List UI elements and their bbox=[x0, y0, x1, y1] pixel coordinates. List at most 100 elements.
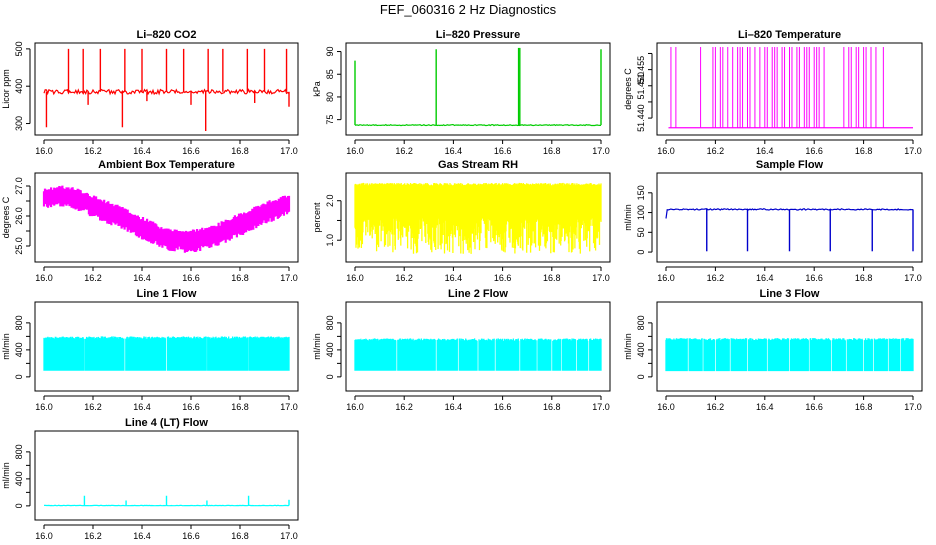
x-tick-label: 17.0 bbox=[280, 273, 298, 283]
y-tick-label: 400 bbox=[636, 342, 646, 357]
x-tick-label: 17.0 bbox=[280, 146, 298, 156]
y-axis-label: kPa bbox=[312, 81, 322, 97]
page-title: FEF_060316 2 Hz Diagnostics bbox=[380, 2, 557, 17]
y-tick-label: 500 bbox=[14, 41, 24, 56]
chart-title: Line 3 Flow bbox=[760, 288, 820, 300]
y-tick-label: 2.0 bbox=[325, 194, 335, 207]
y-tick-label: 800 bbox=[14, 444, 24, 459]
x-tick-label: 16.2 bbox=[395, 146, 413, 156]
x-tick-label: 16.6 bbox=[805, 402, 823, 412]
x-tick-label: 16.4 bbox=[445, 273, 463, 283]
x-tick-label: 16.2 bbox=[395, 273, 413, 283]
x-tick-label: 16.6 bbox=[805, 146, 823, 156]
data-band bbox=[355, 338, 601, 370]
x-tick-label: 16.2 bbox=[84, 531, 102, 540]
x-tick-label: 16.0 bbox=[35, 402, 53, 412]
data-band bbox=[44, 336, 289, 370]
x-tick-label: 16.4 bbox=[756, 402, 774, 412]
x-tick-label: 16.8 bbox=[231, 531, 249, 540]
data-band bbox=[666, 338, 913, 371]
y-tick-label: 26.0 bbox=[14, 207, 24, 225]
x-tick-label: 16.0 bbox=[346, 402, 364, 412]
x-tick-label: 16.6 bbox=[494, 146, 512, 156]
x-tick-label: 16.2 bbox=[707, 146, 725, 156]
x-tick-label: 16.2 bbox=[84, 146, 102, 156]
data-series bbox=[666, 338, 913, 371]
data-line bbox=[355, 125, 601, 126]
x-tick-label: 17.0 bbox=[280, 531, 298, 540]
data-series bbox=[44, 186, 289, 253]
y-axis-label: ml/min bbox=[1, 333, 11, 360]
plot-frame bbox=[35, 431, 298, 520]
data-series bbox=[668, 47, 913, 128]
x-tick-label: 16.2 bbox=[84, 273, 102, 283]
y-tick-label: 800 bbox=[14, 315, 24, 330]
x-tick-label: 16.2 bbox=[707, 273, 725, 283]
data-series bbox=[44, 49, 289, 131]
x-tick-label: 16.4 bbox=[445, 402, 463, 412]
data-band bbox=[44, 186, 289, 253]
x-tick-label: 16.0 bbox=[346, 146, 364, 156]
x-tick-label: 16.8 bbox=[543, 146, 561, 156]
x-tick-label: 16.6 bbox=[494, 273, 512, 283]
x-tick-label: 16.6 bbox=[182, 531, 200, 540]
y-tick-label: 800 bbox=[636, 315, 646, 330]
chart-title: Gas Stream RH bbox=[438, 159, 518, 171]
y-axis-label: ml/min bbox=[312, 333, 322, 360]
y-tick-label: 51.440 bbox=[636, 104, 646, 132]
chart-title: Line 1 Flow bbox=[137, 288, 197, 300]
x-tick-label: 16.8 bbox=[231, 402, 249, 412]
x-tick-label: 16.8 bbox=[855, 146, 873, 156]
x-tick-label: 16.4 bbox=[756, 273, 774, 283]
y-tick-label: 0 bbox=[636, 250, 646, 255]
x-tick-label: 16.4 bbox=[756, 146, 774, 156]
y-axis-label: degrees C bbox=[623, 68, 633, 110]
y-axis-label: ml/min bbox=[623, 333, 633, 360]
x-tick-label: 16.8 bbox=[855, 402, 873, 412]
x-tick-label: 16.0 bbox=[657, 273, 675, 283]
y-axis-label: degrees C bbox=[1, 196, 11, 238]
x-tick-label: 16.0 bbox=[657, 402, 675, 412]
x-tick-label: 16.8 bbox=[855, 273, 873, 283]
x-tick-label: 17.0 bbox=[904, 146, 922, 156]
x-tick-label: 16.2 bbox=[84, 402, 102, 412]
x-tick-label: 17.0 bbox=[904, 273, 922, 283]
x-tick-label: 16.8 bbox=[231, 146, 249, 156]
chart-title: Ambient Box Temperature bbox=[98, 159, 235, 171]
chart-title: Li–820 CO2 bbox=[137, 29, 197, 41]
y-tick-label: 80 bbox=[325, 92, 335, 102]
y-tick-label: 400 bbox=[14, 471, 24, 486]
x-tick-label: 16.0 bbox=[35, 273, 53, 283]
x-tick-label: 16.4 bbox=[133, 531, 151, 540]
y-tick-label: 0 bbox=[14, 503, 24, 508]
y-tick-label: 75 bbox=[325, 115, 335, 125]
x-tick-label: 16.4 bbox=[445, 146, 463, 156]
x-tick-label: 17.0 bbox=[592, 146, 610, 156]
y-tick-label: 400 bbox=[325, 342, 335, 357]
y-tick-label: 800 bbox=[325, 315, 335, 330]
x-tick-label: 16.6 bbox=[494, 402, 512, 412]
x-tick-label: 16.4 bbox=[133, 146, 151, 156]
y-tick-label: 85 bbox=[325, 69, 335, 79]
x-tick-label: 16.8 bbox=[231, 273, 249, 283]
x-tick-label: 16.2 bbox=[707, 402, 725, 412]
data-series bbox=[44, 336, 289, 370]
chart-title: Li–820 Temperature bbox=[738, 29, 841, 41]
chart-title: Line 4 (LT) Flow bbox=[125, 417, 208, 429]
y-axis-label: ml/min bbox=[623, 204, 633, 231]
data-series bbox=[355, 338, 601, 370]
x-tick-label: 16.0 bbox=[346, 273, 364, 283]
x-tick-label: 17.0 bbox=[904, 402, 922, 412]
